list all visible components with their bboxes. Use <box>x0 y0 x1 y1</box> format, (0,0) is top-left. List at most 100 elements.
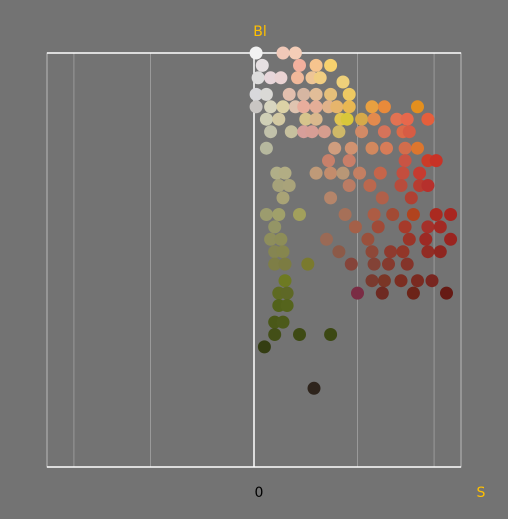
data-point-56 <box>344 141 358 155</box>
data-point-142 <box>257 340 271 354</box>
data-point-93 <box>429 208 443 221</box>
data-point-71 <box>353 166 367 180</box>
data-point-1 <box>276 46 290 60</box>
data-point-44 <box>264 125 278 139</box>
data-point-30 <box>365 100 379 114</box>
data-point-132 <box>375 286 389 300</box>
data-point-124 <box>365 274 379 288</box>
data-point-113 <box>396 245 410 259</box>
data-point-115 <box>433 245 447 259</box>
data-point-94 <box>444 208 458 221</box>
data-point-95 <box>268 220 282 234</box>
data-point-117 <box>278 257 292 271</box>
data-point-75 <box>272 179 286 192</box>
data-point-119 <box>344 257 358 271</box>
data-point-2 <box>288 46 302 60</box>
data-point-67 <box>278 166 292 180</box>
data-point-59 <box>398 141 412 155</box>
data-point-103 <box>320 232 333 246</box>
data-point-61 <box>322 154 335 168</box>
data-point-49 <box>332 125 346 139</box>
data-point-73 <box>396 166 410 180</box>
data-point-84 <box>375 191 389 205</box>
data-point-69 <box>324 166 338 180</box>
data-point-83 <box>324 191 338 205</box>
data-point-114 <box>421 245 435 259</box>
data-point-90 <box>367 208 381 221</box>
data-point-140 <box>293 328 306 341</box>
data-point-98 <box>398 220 412 234</box>
data-point-9 <box>274 71 288 85</box>
data-point-136 <box>280 299 294 312</box>
data-point-28 <box>330 100 344 114</box>
data-point-47 <box>305 125 319 139</box>
y-axis-label: Bl <box>253 24 267 40</box>
data-point-48 <box>317 125 331 139</box>
data-point-74 <box>413 166 427 180</box>
data-point-99 <box>421 220 435 234</box>
data-point-43 <box>421 112 435 126</box>
data-point-143 <box>307 381 321 395</box>
data-point-96 <box>348 220 362 234</box>
data-point-82 <box>276 191 290 205</box>
data-point-33 <box>259 112 273 126</box>
data-point-100 <box>433 220 447 234</box>
data-point-6 <box>324 58 338 72</box>
data-point-106 <box>419 232 433 246</box>
data-point-87 <box>272 208 286 221</box>
data-points <box>249 46 458 395</box>
data-point-78 <box>363 179 377 192</box>
data-point-91 <box>386 208 400 221</box>
data-point-35 <box>299 112 313 126</box>
data-point-123 <box>278 274 292 288</box>
data-point-51 <box>377 125 391 139</box>
data-point-111 <box>365 245 379 259</box>
data-point-76 <box>282 179 296 192</box>
data-point-25 <box>297 100 311 114</box>
data-point-15 <box>259 87 273 101</box>
data-point-42 <box>400 112 414 126</box>
data-point-127 <box>411 274 424 288</box>
data-point-39 <box>355 112 369 126</box>
data-point-68 <box>309 166 323 180</box>
data-point-53 <box>402 125 416 139</box>
data-point-130 <box>280 286 294 300</box>
data-point-60 <box>411 141 424 155</box>
data-point-7 <box>251 71 265 85</box>
data-point-58 <box>380 141 393 155</box>
data-point-54 <box>259 141 273 155</box>
data-point-36 <box>309 112 323 126</box>
data-point-0 <box>249 46 263 60</box>
data-point-41 <box>390 112 404 126</box>
data-point-86 <box>259 208 273 221</box>
data-point-118 <box>301 257 315 271</box>
data-point-34 <box>272 112 286 126</box>
data-point-128 <box>425 274 439 288</box>
data-point-65 <box>429 154 443 168</box>
data-point-133 <box>406 286 420 300</box>
data-point-110 <box>332 245 346 259</box>
data-point-70 <box>336 166 350 180</box>
data-point-101 <box>264 232 278 246</box>
data-point-19 <box>324 87 338 101</box>
data-point-81 <box>421 179 435 192</box>
data-point-22 <box>264 100 278 114</box>
data-point-89 <box>338 208 352 221</box>
data-point-85 <box>404 191 418 205</box>
data-point-97 <box>371 220 385 234</box>
data-point-72 <box>373 166 387 180</box>
data-point-109 <box>276 245 290 259</box>
data-point-88 <box>293 208 306 221</box>
data-point-107 <box>444 232 458 246</box>
data-point-45 <box>284 125 298 139</box>
x-axis-label: S <box>477 485 486 501</box>
data-point-105 <box>402 232 416 246</box>
data-point-20 <box>342 87 356 101</box>
data-point-116 <box>268 257 282 271</box>
data-point-12 <box>313 71 327 85</box>
data-point-8 <box>264 71 278 85</box>
data-point-14 <box>249 87 263 101</box>
data-point-104 <box>361 232 375 246</box>
